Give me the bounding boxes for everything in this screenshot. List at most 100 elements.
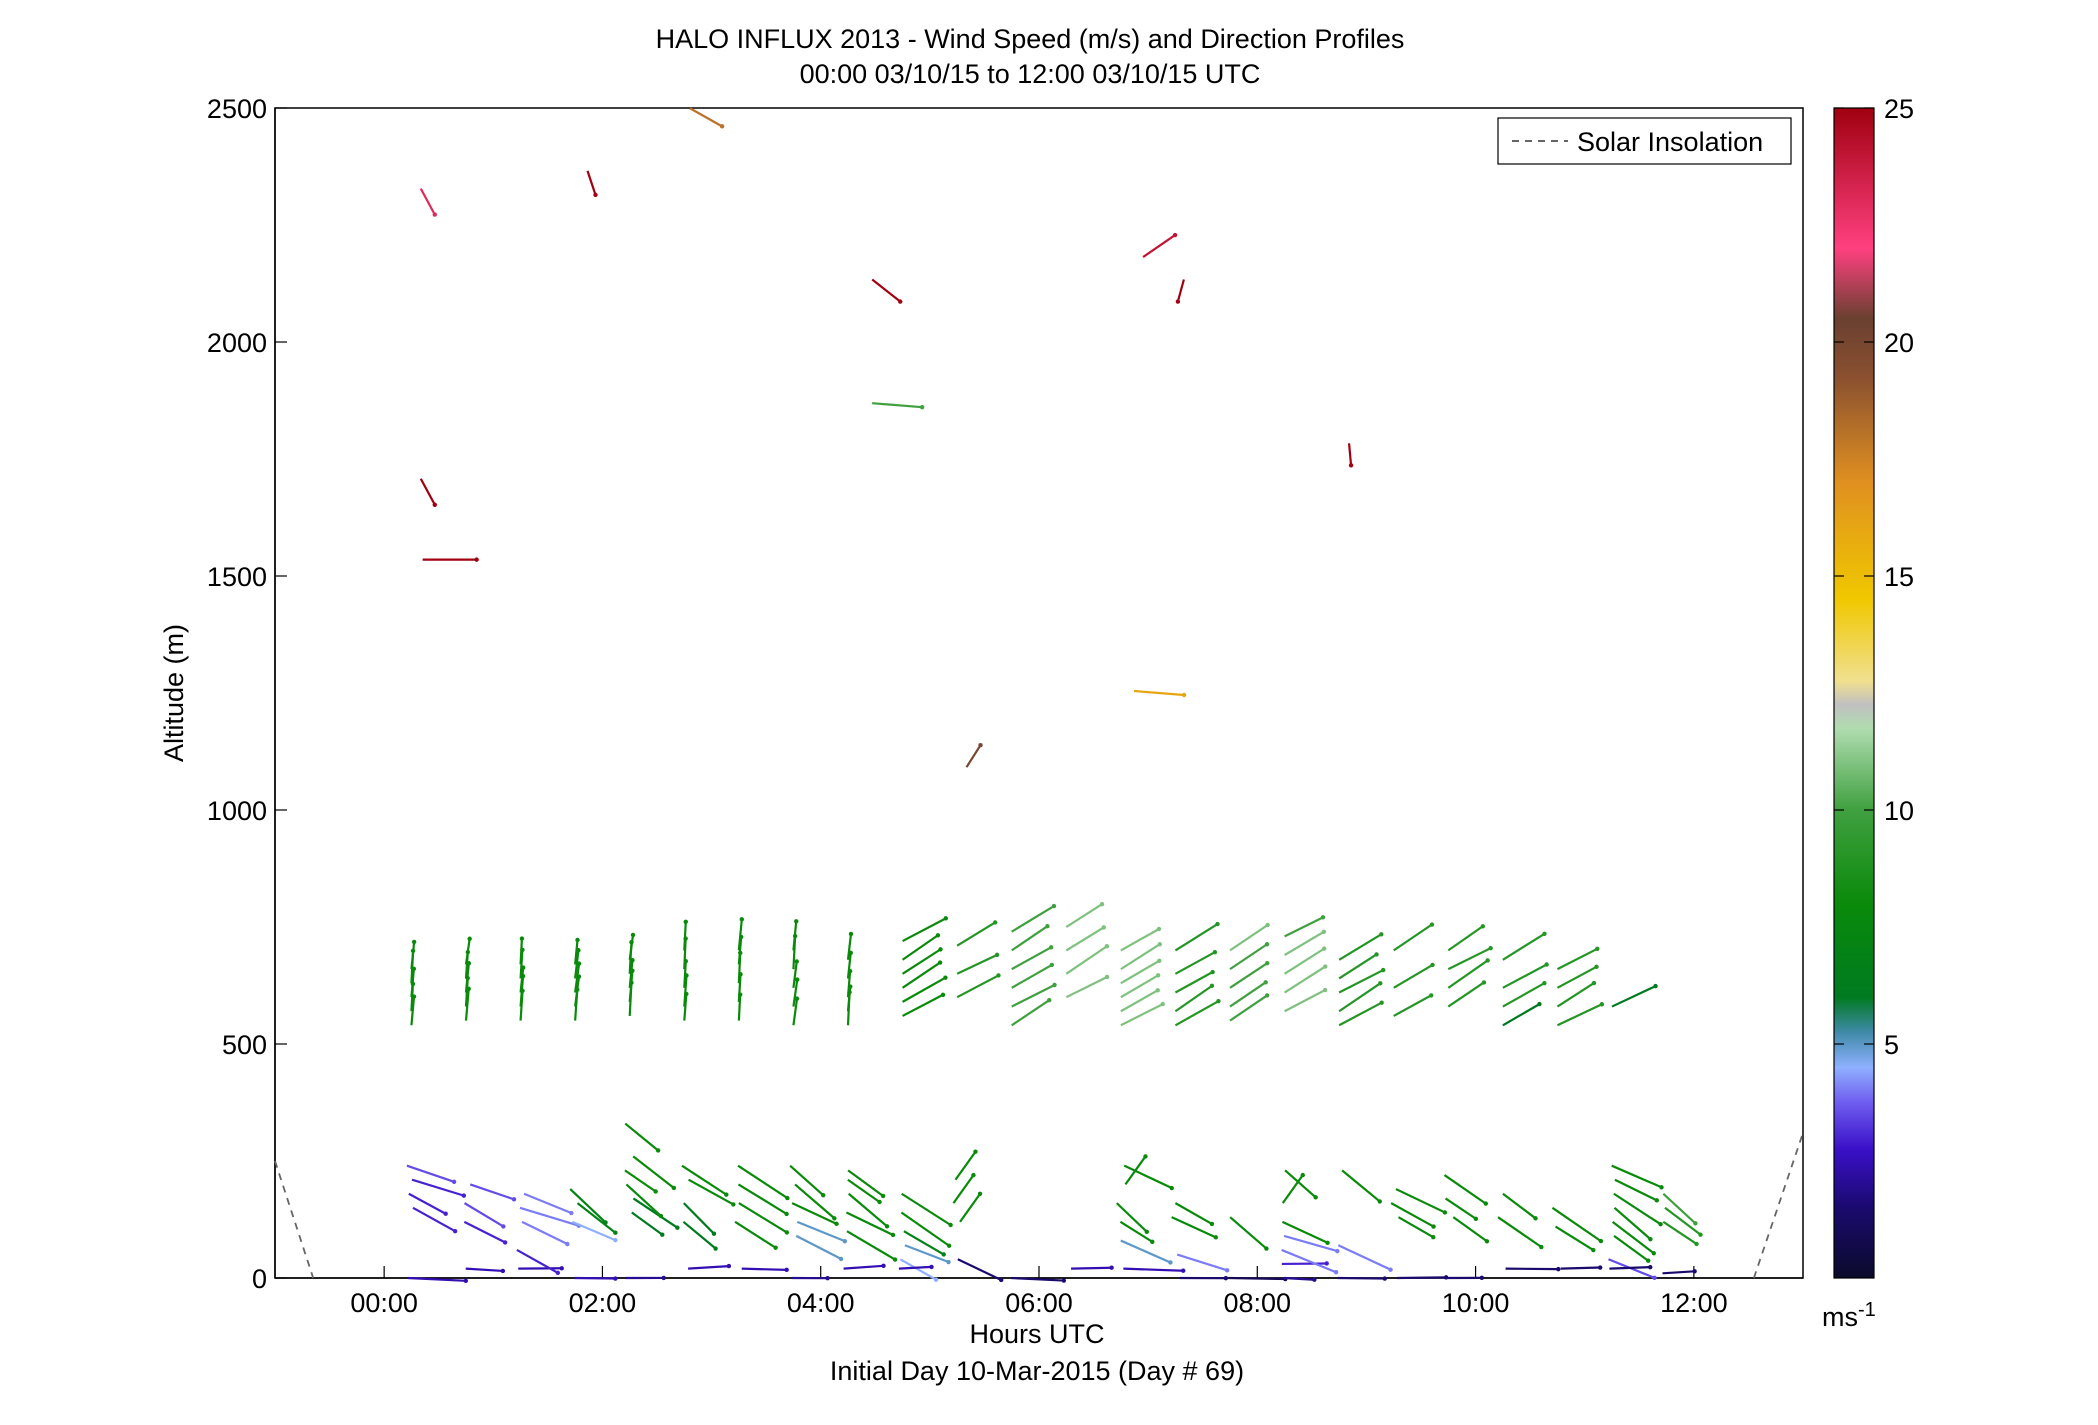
wind-barb [519,936,525,965]
wind-barb-head [795,977,800,982]
wind-barb-shaft [521,1220,568,1245]
wind-barbs [406,107,1703,1284]
wind-barb-shaft [847,1169,884,1197]
wind-barb [1447,945,1493,971]
wind-barb [1556,964,1599,989]
wind-barb [1119,1220,1155,1245]
wind-barb-shaft [1142,234,1176,258]
wind-barb-shaft [1120,959,1160,985]
wind-barb-head [1168,1260,1173,1265]
wind-barb [1120,1239,1173,1265]
wind-barb-head [1323,964,1328,969]
wind-barb [1071,1265,1114,1270]
wind-barb [571,1220,618,1243]
wind-barb [521,1220,570,1247]
wind-barb-head [1488,945,1493,951]
wind-barb-shaft [903,1230,945,1256]
wind-barb-shaft [738,1202,788,1234]
wind-barb [956,952,1000,975]
wind-barb [1229,1216,1269,1251]
wind-barb-shaft [410,968,415,998]
wind-barb-head [1333,1270,1339,1275]
wind-barb-head [1169,1185,1174,1191]
wind-barb-head [1646,1258,1651,1263]
wind-barb-shaft [1171,1216,1217,1239]
wind-barb-shaft [574,976,581,1007]
wind-barb-shaft [574,950,580,979]
wind-barb [1283,964,1328,994]
wind-barb-head [1594,964,1599,970]
wind-barb-shaft [1229,962,1268,989]
wind-barb-shaft [407,1276,466,1282]
wind-barb-shaft [628,934,635,960]
x-ticks: 00:00 02:00 04:00 06:00 08:00 10:00 12:00 [350,1266,1728,1318]
wind-barb-head [1428,993,1434,998]
wind-barb-shaft [411,1178,465,1197]
wind-barb-shaft [1338,969,1384,994]
wind-barb-head [711,1231,717,1236]
wind-barb-shaft [1502,1003,1540,1027]
wind-barb [1611,983,1658,1008]
wind-barb-shaft [1347,443,1353,466]
wind-barb [1284,915,1326,938]
wind-barb-shaft [847,1178,881,1203]
wind-barb-shaft [1174,1202,1213,1225]
wind-barb [1115,1202,1150,1234]
wind-barb-head [1210,969,1215,975]
wind-barb-shaft [1011,946,1052,971]
wind-barb-shaft [1556,947,1598,971]
wind-barb-shaft [792,998,799,1026]
wind-barb-head [511,1197,517,1202]
y-ticks: 0 500 1000 1500 2000 2500 [207,94,287,1294]
wind-barb-head [1104,974,1110,980]
wind-barb [1174,983,1215,1013]
wind-barb [1502,1192,1538,1221]
wind-barb-head [784,1267,789,1273]
wind-barb-shaft [952,1174,975,1204]
wind-barb-shaft [586,170,597,196]
wind-barb-shaft [737,974,742,1002]
wind-barb-shaft [1229,981,1267,1008]
wind-barb-head [892,1257,898,1262]
wind-barb [1229,942,1270,971]
wind-barb [847,1178,882,1205]
wind-barb-shaft [901,961,941,989]
wind-barb [576,1202,618,1235]
wind-barb-head [575,937,580,943]
wind-barb-shaft [1283,947,1325,975]
wind-barb-head [1483,1201,1488,1206]
wind-barb-head [1047,998,1052,1003]
wind-barb [792,919,799,951]
wind-barb [1556,946,1600,971]
wind-barb [846,1230,898,1262]
wind-barb-shaft [1229,1216,1268,1250]
wind-barb-shaft [956,953,998,975]
wind-barb-shaft [1556,982,1595,1008]
wind-barb-shaft [904,1244,949,1264]
wind-barb-head [992,920,998,925]
wind-barb-shaft [1065,975,1108,999]
wind-barb-shaft [1123,1267,1184,1272]
x-tick-label: 10:00 [1442,1288,1510,1318]
y-tick-label: 2500 [207,94,267,124]
wind-barb-shaft [1229,994,1268,1022]
wind-barb [1556,980,1597,1008]
wind-barb-head [1542,931,1547,936]
wind-barb-head [1264,942,1270,947]
wind-barb [1065,974,1110,999]
wind-barb-head [1430,962,1435,968]
wind-barb-head [1322,987,1328,993]
wind-barb-head [1481,980,1487,985]
wind-barb-shaft [846,986,852,1012]
wind-barb [1174,921,1220,952]
wind-barb-shaft [741,1267,787,1271]
wind-barb-shaft [1452,1216,1488,1243]
legend-label-solar-insolation: Solar Insolation [1577,127,1763,157]
wind-barb [1447,958,1490,989]
wind-barb-head [1143,1154,1148,1159]
wind-barb [464,936,472,965]
wind-barb-head [820,1192,826,1198]
wind-barb-shaft [898,1265,932,1270]
wind-barb [1337,1276,1387,1281]
x-tick-label: 12:00 [1660,1288,1728,1318]
